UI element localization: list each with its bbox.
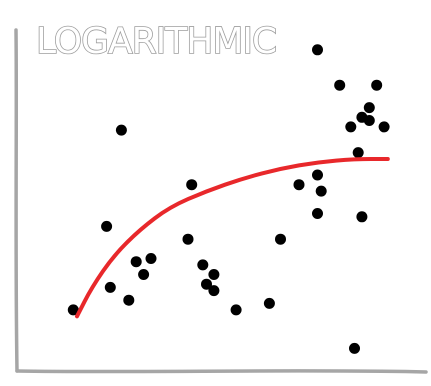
y-axis	[14, 28, 19, 373]
data-point-4	[115, 124, 127, 136]
trend-line	[75, 157, 390, 319]
data-point-7	[138, 269, 150, 280]
data-point-1	[67, 304, 79, 316]
data-point-30	[371, 79, 383, 91]
data-point-15	[230, 304, 242, 316]
data-point-32	[349, 342, 360, 354]
data-point-10	[186, 179, 198, 191]
chart-title: LOGARITHMIC	[36, 21, 276, 62]
data-point-20	[312, 208, 323, 219]
data-point-23	[334, 79, 346, 91]
data-point-29	[363, 102, 375, 114]
data-point-22	[312, 44, 323, 56]
data-point-28	[363, 115, 375, 126]
data-point-24	[345, 121, 357, 133]
data-point-12	[201, 278, 212, 290]
data-point-31	[378, 121, 390, 133]
data-point-11	[197, 259, 209, 271]
data-point-17	[275, 233, 286, 245]
data-point-27	[352, 147, 364, 159]
data-point-2	[101, 220, 113, 232]
data-point-3	[104, 281, 116, 293]
x-axis	[15, 369, 428, 374]
data-point-19	[312, 169, 323, 181]
data-point-9	[182, 233, 194, 245]
data-point-14	[208, 285, 220, 297]
data-point-5	[123, 294, 135, 306]
data-point-13	[208, 269, 220, 280]
data-point-18	[293, 179, 305, 191]
data-point-16	[263, 297, 275, 309]
data-point-6	[130, 256, 142, 268]
data-point-8	[145, 253, 157, 264]
points-layer	[67, 44, 390, 354]
data-point-21	[315, 185, 327, 197]
data-point-26	[356, 211, 368, 223]
